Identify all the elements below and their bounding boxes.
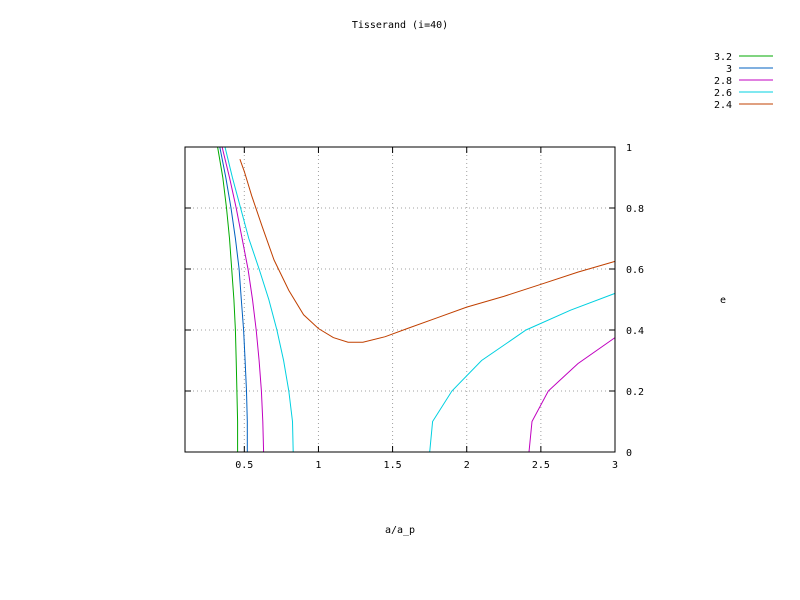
legend: 3.232.82.62.4: [714, 52, 773, 111]
series-line-2.8: [528, 337, 616, 453]
legend-label: 2.8: [714, 76, 732, 87]
series-line-2.4: [239, 159, 616, 343]
y-tick-label: 0.4: [626, 326, 644, 337]
series-line-2.8: [221, 146, 265, 453]
y-tick-label: 0: [626, 448, 632, 459]
x-tick-label: 3: [612, 460, 618, 471]
series-line-2.6: [224, 146, 294, 453]
axis-ticks: 0.5 1 1.5 2 2.5 30 0.2 0.4 0.6 0.8 1: [185, 143, 644, 471]
plot-frame: [184, 146, 616, 453]
y-tick-label: 0.6: [626, 265, 644, 276]
series-lines: [217, 146, 616, 453]
x-tick-label: 1.5: [384, 460, 402, 471]
legend-label: 2.4: [714, 100, 732, 111]
y-tick-label: 0.8: [626, 204, 644, 215]
series-line-2.6: [429, 292, 616, 453]
legend-label: 2.6: [714, 88, 732, 99]
x-tick-label: 1: [315, 460, 321, 471]
y-tick-label: 1: [626, 143, 632, 154]
series-line-3: [219, 146, 248, 452]
grid-lines: [185, 147, 615, 452]
x-tick-label: 2: [464, 460, 470, 471]
legend-label: 3.2: [714, 52, 732, 63]
x-tick-label: 2.5: [532, 460, 550, 471]
x-axis-label: a/a_p: [385, 525, 415, 536]
y-axis-label: e: [720, 295, 726, 306]
y-tick-label: 0.2: [626, 387, 644, 398]
series-line-3.2: [217, 146, 239, 452]
legend-label: 3: [726, 64, 732, 75]
chart-title: Tisserand (i=40): [352, 20, 448, 31]
x-tick-label: 0.5: [235, 460, 253, 471]
